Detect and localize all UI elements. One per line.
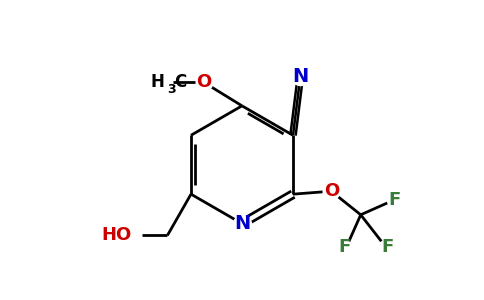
Text: F: F — [389, 191, 401, 209]
Text: HO: HO — [102, 226, 132, 244]
Text: F: F — [381, 238, 393, 256]
Text: O: O — [196, 73, 212, 91]
Text: C: C — [174, 73, 186, 91]
Text: N: N — [234, 214, 250, 233]
Text: 3: 3 — [167, 83, 176, 96]
Text: H: H — [150, 73, 164, 91]
Text: F: F — [338, 238, 350, 256]
Text: O: O — [324, 182, 339, 200]
Text: N: N — [292, 67, 308, 86]
